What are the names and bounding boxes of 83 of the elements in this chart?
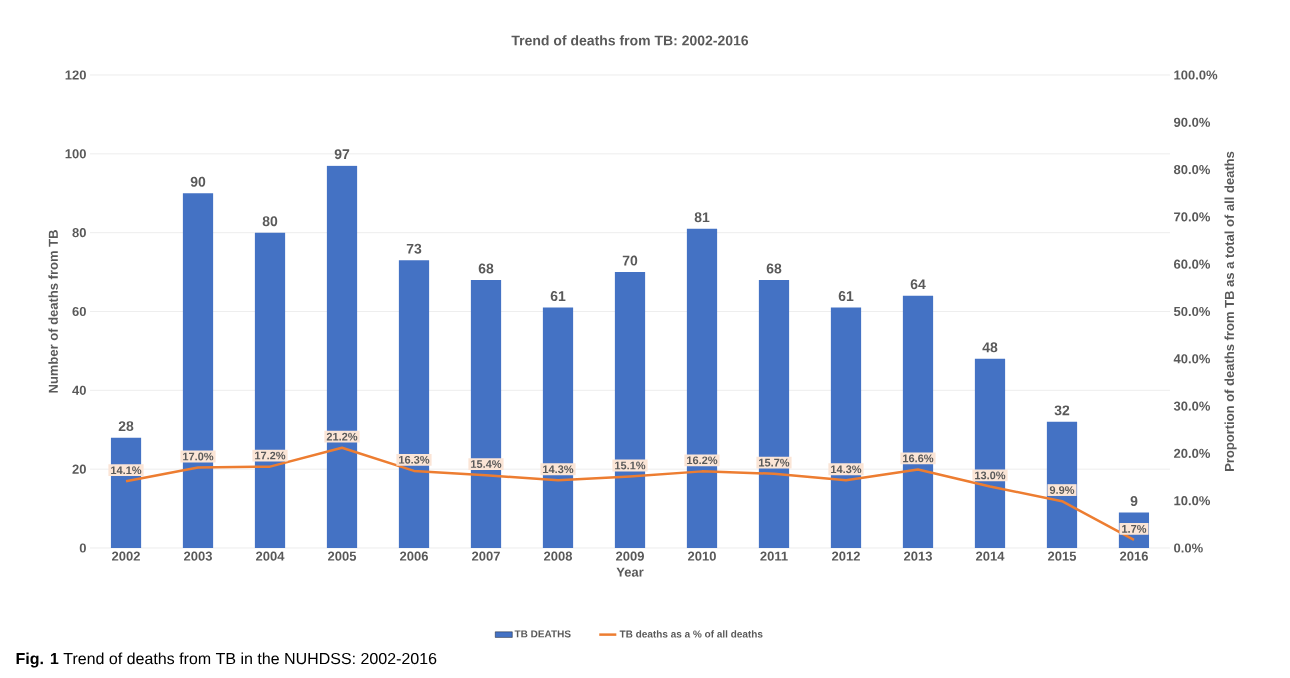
x-tick-label: 2003 [184,551,212,561]
x-tick-label: 2013 [903,551,932,561]
x-tick-label: 2011 [760,551,788,561]
x-tick-label: 2014 [975,551,1005,561]
y2-tick-label: 10.0% [1174,496,1211,506]
data-label: 15.4% [471,460,502,468]
x-tick-label: 2016 [1119,551,1148,561]
legend-label: TB deaths as a % of all deaths [619,630,763,638]
data-label: 32 [1054,405,1070,416]
bar [326,165,358,548]
y2-tick-label: 90.0% [1173,117,1211,127]
data-label: 1.7% [1122,525,1147,533]
x-tick-label: 2007 [471,551,500,561]
data-label: 90 [190,176,206,187]
bar [830,307,862,548]
bar [902,295,934,548]
data-label: 81 [694,212,710,223]
y2-tick-label: 80.0% [1173,164,1211,175]
x-tick-label: 2005 [328,551,357,561]
bar [470,279,502,548]
y2-tick-label: 60.0% [1174,259,1211,269]
data-label: 9.9% [1049,486,1075,494]
data-label: 28 [118,421,134,432]
data-label: 14.1% [111,466,142,475]
data-label: 64 [910,279,926,290]
x-tick-label: 2009 [615,551,644,561]
x-tick-label: 2004 [256,551,285,561]
bar [758,279,790,548]
y2-tick-label: 40.0% [1173,354,1211,364]
data-label: 70 [622,255,638,266]
data-label: 13.0% [975,471,1006,480]
data-label: 73 [406,243,422,254]
bar [614,272,646,548]
data-label: 21.2% [326,432,358,441]
data-label: 16.2% [687,456,718,465]
data-label: 14.3% [543,465,574,474]
data-label: 97 [334,149,350,160]
data-label: 16.6% [903,454,934,463]
bar [974,358,1006,548]
data-label: 68 [478,263,494,274]
y2-tick-label: 0.0% [1174,543,1203,553]
x-axis-title: Year [616,567,644,577]
y-tick-label: 40 [72,385,86,395]
y-tick-label: 20 [72,464,86,474]
bar [686,228,718,548]
x-tick-label: 2008 [543,551,573,561]
data-label: 80 [262,216,278,227]
data-label: 16.3% [399,455,430,464]
bar [1046,421,1078,548]
chart-title: Trend of deaths from TB: 2002-2016 [511,35,749,46]
data-label: 48 [982,342,998,353]
y-tick-label: 80 [72,228,86,238]
data-label: 14.3% [831,465,862,474]
y2-axis-title: Proportion of deaths from TB as a total of all deaths [1224,151,1237,471]
y2-tick-label: 30.0% [1173,401,1211,411]
x-tick-label: 2010 [687,551,716,561]
y2-tick-label: 20.0% [1173,448,1211,458]
y2-tick-label: 50.0% [1173,306,1211,317]
data-label: 61 [838,291,854,302]
x-tick-label: 2006 [399,551,428,561]
data-label: 61 [550,291,566,302]
data-label: 17.0% [183,452,214,461]
y2-tick-label: 70.0% [1174,212,1211,222]
x-tick-label: 2012 [831,551,860,561]
data-label: 17.2% [255,451,286,460]
y-tick-label: 60 [72,306,86,317]
y2-tick-label: 100.0% [1174,70,1218,80]
legend-label: TB DEATHS [514,630,571,638]
x-tick-label: 2002 [112,551,140,561]
y-tick-label: 100 [65,149,86,159]
y-tick-label: 120 [65,70,86,80]
bar [542,307,574,548]
data-label: 9 [1130,496,1138,506]
data-label: 15.1% [615,461,646,470]
bar [254,232,286,548]
data-label: 68 [766,263,782,274]
data-label: 15.7% [759,458,790,467]
bar [182,193,214,548]
y-tick-label: 0 [79,543,86,553]
y-axis-title: Number of deaths from TB [48,230,58,393]
text: Fig. 1 Trend of deaths from TB in the NUHDSS: 2002-2016 [16,652,437,668]
bar [398,260,430,548]
x-tick-label: 2015 [1047,551,1077,561]
